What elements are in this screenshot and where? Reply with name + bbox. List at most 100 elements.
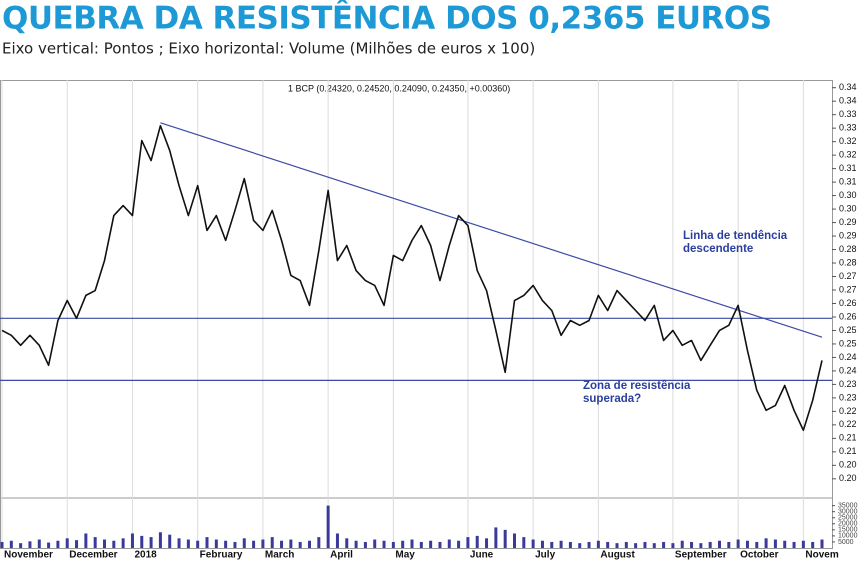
y-tick-label: 0.34 bbox=[839, 82, 857, 92]
x-tick-label: November bbox=[4, 550, 53, 561]
volume-bar bbox=[261, 539, 265, 548]
y-tick-label: 0.24 bbox=[839, 352, 857, 362]
y-tick-label: 0.27 bbox=[839, 284, 857, 294]
volume-bar bbox=[9, 540, 13, 548]
volume-bar bbox=[801, 540, 805, 548]
y-tick-label: 0.31 bbox=[839, 176, 857, 186]
volume-bar bbox=[56, 540, 60, 548]
y-tick-label: 0.23 bbox=[839, 392, 857, 402]
volume-bar bbox=[289, 539, 293, 548]
y-tick-label: 0.25 bbox=[839, 325, 857, 335]
x-tick-label: April bbox=[330, 550, 353, 561]
volume-bar bbox=[820, 539, 824, 548]
volume-bar bbox=[457, 540, 461, 548]
volume-bar bbox=[578, 543, 582, 548]
y-tick-label: 0.20 bbox=[839, 460, 857, 470]
y-tick-label: 0.29 bbox=[839, 217, 857, 227]
volume-bar bbox=[568, 541, 572, 548]
x-tick-label: June bbox=[470, 550, 494, 561]
y-tick-label: 0.27 bbox=[839, 271, 857, 281]
volume-bar bbox=[19, 543, 23, 548]
volume-bar bbox=[84, 533, 88, 548]
volume-bar bbox=[317, 537, 321, 548]
volume-bar bbox=[419, 541, 423, 548]
x-tick-label: 2018 bbox=[134, 550, 157, 561]
volume-bar bbox=[690, 541, 694, 548]
volume-bar bbox=[354, 540, 358, 548]
volume-bar bbox=[280, 540, 284, 548]
volume-bar bbox=[121, 538, 125, 548]
x-tick-label: Novem bbox=[805, 550, 838, 561]
volume-tick-label: 25000 bbox=[838, 515, 858, 522]
y-tick-label: 0.33 bbox=[839, 123, 857, 133]
volume-bar bbox=[550, 541, 554, 548]
volume-bar bbox=[736, 539, 740, 548]
y-tick-label: 0.31 bbox=[839, 163, 857, 173]
plot-frame bbox=[0, 80, 833, 549]
volume-bar bbox=[103, 539, 106, 548]
volume-tick-label: 5000 bbox=[838, 539, 854, 546]
volume-bar bbox=[503, 529, 507, 548]
x-tick-label: May bbox=[395, 550, 415, 561]
y-tick-label: 0.26 bbox=[839, 298, 857, 308]
y-tick-label: 0.23 bbox=[839, 379, 857, 389]
volume-bar bbox=[755, 541, 759, 548]
volume-bar bbox=[224, 540, 228, 548]
volume-bar bbox=[522, 537, 526, 548]
volume-tick-label: 10000 bbox=[838, 533, 858, 540]
x-tick-label: July bbox=[535, 550, 555, 561]
y-tick-label: 0.25 bbox=[839, 338, 857, 348]
volume-bar bbox=[727, 541, 731, 548]
volume-bar bbox=[485, 538, 489, 548]
y-tick-label: 0.20 bbox=[839, 473, 857, 483]
volume-bar bbox=[298, 541, 302, 548]
y-tick-label: 0.22 bbox=[839, 419, 857, 429]
volume-bar bbox=[391, 541, 395, 548]
annotation: superada? bbox=[583, 393, 641, 405]
volume-bar bbox=[130, 533, 134, 548]
y-tick-label: 0.22 bbox=[839, 406, 857, 416]
volume-bar bbox=[634, 543, 638, 548]
volume-bar bbox=[112, 540, 116, 548]
volume-bar bbox=[708, 541, 712, 548]
volume-bar bbox=[65, 538, 69, 548]
volume-bar bbox=[783, 540, 787, 548]
volume-bar bbox=[596, 540, 600, 548]
chart-title: QUEBRA DA RESISTÊNCIA DOS 0,2365 EUROS bbox=[2, 1, 772, 37]
volume-bar bbox=[624, 541, 628, 548]
y-tick-label: 0.30 bbox=[839, 203, 857, 213]
volume-bar bbox=[158, 532, 162, 548]
annotation: Linha de tendência bbox=[683, 230, 788, 242]
volume-bar bbox=[28, 541, 32, 548]
volume-bar bbox=[140, 535, 144, 548]
volume-bar bbox=[270, 537, 274, 548]
volume-bar bbox=[513, 533, 516, 548]
volume-bar bbox=[429, 540, 433, 548]
volume-bar bbox=[335, 533, 339, 548]
volume-bar bbox=[168, 534, 172, 548]
volume-bar bbox=[93, 537, 97, 548]
volume-bar bbox=[373, 539, 377, 548]
x-tick-label: September bbox=[675, 550, 727, 561]
volume-bar bbox=[662, 541, 666, 548]
volume-bar bbox=[47, 542, 51, 548]
volume-bar bbox=[745, 540, 749, 548]
volume-bar bbox=[37, 539, 41, 548]
volume-tick-label: 15000 bbox=[838, 527, 858, 534]
volume-tick-label: 20000 bbox=[838, 521, 858, 528]
y-tick-label: 0.32 bbox=[839, 136, 857, 146]
volume-bar bbox=[447, 539, 451, 548]
volume-bar bbox=[177, 538, 181, 548]
volume-bar bbox=[196, 540, 200, 548]
y-tick-label: 0.30 bbox=[839, 190, 857, 200]
volume-bar bbox=[475, 535, 479, 548]
volume-bar bbox=[308, 540, 311, 548]
x-tick-label: October bbox=[740, 550, 778, 561]
volume-bar bbox=[186, 539, 190, 548]
volume-bar bbox=[438, 541, 442, 548]
volume-bar bbox=[0, 541, 4, 548]
volume-bar bbox=[792, 541, 796, 548]
volume-bar bbox=[643, 541, 647, 548]
y-tick-label: 0.21 bbox=[839, 433, 857, 443]
trend-line bbox=[160, 122, 823, 338]
